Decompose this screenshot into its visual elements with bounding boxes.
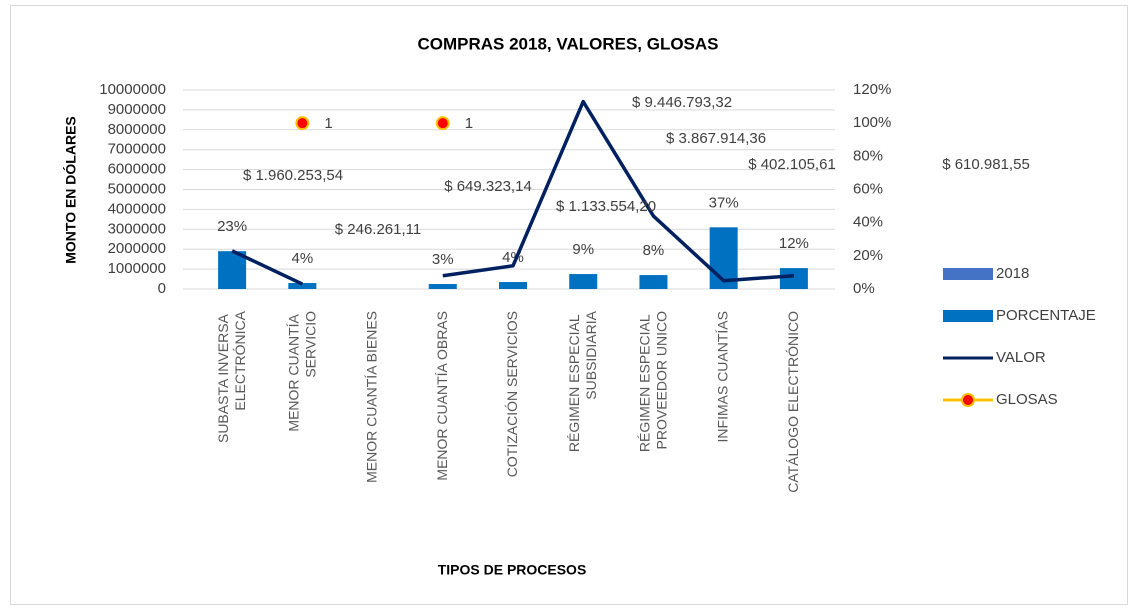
- annotation: $ 9.446.793,32: [632, 94, 732, 111]
- bar-label: 12%: [779, 235, 809, 252]
- x-tick-label-line: MENOR CUANTÍA BIENES: [363, 311, 379, 483]
- legend-label: GLOSAS: [996, 391, 1058, 408]
- bar: [428, 284, 457, 289]
- x-tick-label-line: MENOR CUANTÍA OBRAS: [433, 311, 449, 481]
- y-axis-title: MONTO EN DÓLARES: [62, 116, 79, 264]
- bar: [218, 251, 247, 289]
- x-tick-label: MENOR CUANTÍA OBRAS: [433, 311, 449, 481]
- marker-label: 1: [465, 115, 473, 132]
- y-tick-label: 6000000: [108, 161, 166, 178]
- x-tick-label-line: MENOR CUANTÍA: [285, 311, 301, 432]
- x-tick-label: INFIMAS CUANTÍAS: [714, 311, 730, 442]
- x-tick-label-line: CATÁLOGO ELECTRÓNICO: [785, 311, 801, 493]
- annotation: $ 3.867.914,36: [666, 130, 766, 147]
- y2-tick-label: 40%: [853, 214, 883, 231]
- annotation: $ 246.261,11: [335, 221, 421, 238]
- x-tick-label-line: SUBSIDIARIA: [583, 310, 599, 399]
- annotation: $ 649.323,14: [444, 178, 532, 195]
- bar-label: 37%: [709, 194, 739, 211]
- marker: [295, 116, 310, 131]
- x-tick-label: MENOR CUANTÍA SERVICIO: [285, 311, 318, 432]
- x-tick-label-line: PROVEEDOR UNICO: [653, 311, 669, 450]
- y-tick-label: 8000000: [108, 121, 166, 138]
- legend-swatch: [943, 268, 993, 280]
- bar-label: 4%: [291, 250, 313, 267]
- bar: [569, 274, 598, 289]
- legend-swatch: [943, 310, 993, 322]
- bar-label: 3%: [432, 251, 454, 268]
- y-tick-label: 5000000: [108, 180, 166, 197]
- annotation: $ 610.981,55: [942, 156, 1030, 173]
- x-axis-title: TIPOS DE PROCESOS: [438, 562, 587, 578]
- x-tick-label: RÉGIMEN ESPECIAL PROVEEDOR UNICO: [636, 311, 669, 452]
- line: [231, 99, 795, 286]
- y-tick-label: 0: [158, 280, 166, 297]
- legend-label: VALOR: [996, 349, 1046, 366]
- bar-label: 8%: [643, 242, 665, 259]
- x-tick-label-line: RÉGIMEN ESPECIAL: [566, 311, 582, 452]
- x-tick-label: CATÁLOGO ELECTRÓNICO: [785, 311, 801, 493]
- y-tick-label: 9000000: [108, 101, 166, 118]
- y2-tick-label: 120%: [853, 81, 891, 98]
- bar: [499, 282, 527, 289]
- legend-label: PORCENTAJE: [996, 307, 1096, 324]
- x-tick-label-line: RÉGIMEN ESPECIAL: [636, 311, 652, 452]
- bar: [288, 283, 317, 289]
- x-tick-label: MENOR CUANTÍA BIENES: [363, 311, 379, 483]
- x-tick-label-line: SUBASTA INVERSA: [215, 311, 231, 443]
- annotation: $ 1.960.253,54: [243, 167, 343, 184]
- annotation: $ 402.105,61: [748, 156, 836, 173]
- y-tick-label: 2000000: [108, 240, 166, 257]
- legend-marker: [961, 393, 975, 407]
- bar: [779, 268, 808, 289]
- marker: [435, 116, 450, 131]
- x-tick-label-line: COTIZACIÓN SERVICIOS: [504, 311, 520, 477]
- x-tick-label: SUBASTA INVERSA ELECTRÓNICA: [215, 310, 248, 443]
- y2-tick-label: 20%: [853, 247, 883, 264]
- y-tick-label: 10000000: [99, 81, 166, 98]
- y2-tick-label: 100%: [853, 114, 891, 131]
- y2-tick-label: 0%: [853, 280, 875, 297]
- bar: [639, 275, 668, 289]
- marker-label: 1: [324, 115, 332, 132]
- bar-label: 9%: [572, 241, 594, 258]
- x-tick-label: COTIZACIÓN SERVICIOS: [504, 311, 520, 477]
- x-tick-label: RÉGIMEN ESPECIAL SUBSIDIARIA: [566, 310, 599, 452]
- chart-title: COMPRAS 2018, VALORES, GLOSAS: [417, 34, 718, 53]
- x-tick-label-line: SERVICIO: [302, 311, 318, 378]
- chart-frame: [10, 5, 1128, 605]
- x-tick-label-line: INFIMAS CUANTÍAS: [714, 311, 730, 442]
- annotation: $ 1.133.554,20: [556, 198, 656, 215]
- y2-tick-label: 60%: [853, 180, 883, 197]
- y2-tick-label: 80%: [853, 147, 883, 164]
- y-tick-label: 1000000: [108, 260, 166, 277]
- y-tick-label: 4000000: [108, 200, 166, 217]
- y-tick-label: 3000000: [108, 220, 166, 237]
- bar-label: 23%: [217, 218, 247, 235]
- y-tick-label: 7000000: [108, 141, 166, 158]
- legend-label: 2018: [996, 265, 1029, 282]
- x-tick-label-line: ELECTRÓNICA: [232, 310, 248, 410]
